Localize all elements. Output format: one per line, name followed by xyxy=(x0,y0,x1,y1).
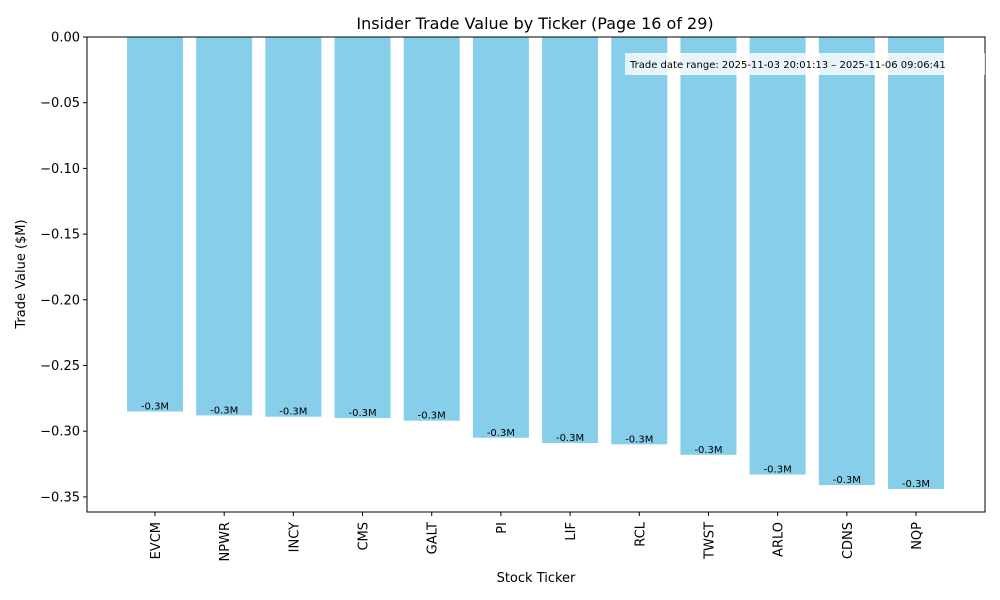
bar-evcm xyxy=(127,37,183,412)
y-tick-label: −0.30 xyxy=(40,425,80,440)
x-tick-label: ARLO xyxy=(772,522,787,557)
x-tick-label: CDNS xyxy=(841,522,856,559)
annotation-box xyxy=(625,53,985,75)
y-tick-label: −0.10 xyxy=(40,162,80,177)
x-tick-label: GALT xyxy=(426,522,441,554)
x-tick-label: PI xyxy=(495,522,510,534)
bar-nqp xyxy=(888,37,944,490)
bar-galt xyxy=(403,37,460,421)
bar-rcl xyxy=(611,37,668,445)
x-tick-label: NQP xyxy=(910,522,925,550)
bar-value-label: -0.3M xyxy=(625,434,653,445)
bar-value-label: -0.3M xyxy=(279,407,307,418)
bar-pi xyxy=(472,37,529,438)
x-tick-label: INCY xyxy=(287,522,302,552)
bar-incy xyxy=(265,37,322,417)
y-axis-label: Trade Value ($M) xyxy=(14,219,29,329)
plot-area: -0.3M -0.3M -0.3M -0.3M -0.3M -0.3M -0.3M -0.3M… xyxy=(127,37,944,490)
x-tick-label: CMS xyxy=(357,522,372,551)
bar-value-label: -0.3M xyxy=(764,465,792,476)
bar-value-label: -0.3M xyxy=(348,408,376,419)
bar-cdns xyxy=(818,37,875,486)
x-axis-label: Stock Ticker xyxy=(497,571,576,586)
bar-lif xyxy=(542,37,599,444)
chart-title: Insider Trade Value by Ticker (Page 16 o… xyxy=(356,14,713,33)
bar-value-label: -0.3M xyxy=(902,479,930,490)
x-tick-label: EVCM xyxy=(149,522,164,559)
y-tick-label: 0.00 xyxy=(51,31,80,46)
x-tick-label: LIF xyxy=(564,522,579,541)
bar-value-label: -0.3M xyxy=(487,428,515,439)
bar-value-label: -0.3M xyxy=(418,411,446,422)
y-tick-label: −0.15 xyxy=(40,228,80,243)
x-tick-label: TWST xyxy=(702,522,717,560)
bar-value-label: -0.3M xyxy=(694,445,722,456)
y-tick-label: −0.20 xyxy=(40,293,80,308)
bar-value-label: -0.3M xyxy=(556,433,584,444)
x-tick-label: NPWR xyxy=(218,522,233,561)
bar-cms xyxy=(334,37,391,419)
date-range-annotation: Trade date range: 2025-11-03 20:01:13 – … xyxy=(625,53,985,75)
x-tick-label: RCL xyxy=(633,521,648,546)
bar-value-label: -0.3M xyxy=(833,475,861,486)
bar-value-label: -0.3M xyxy=(210,405,238,416)
bar-value-label: -0.3M xyxy=(141,401,169,412)
y-tick-label: −0.25 xyxy=(40,359,80,374)
bar-twst xyxy=(680,37,737,455)
bar-arlo xyxy=(749,37,806,475)
y-tick-label: −0.35 xyxy=(40,490,80,505)
bar-npwr xyxy=(196,37,253,416)
y-tick-label: −0.05 xyxy=(40,96,80,111)
plot-frame xyxy=(86,36,986,513)
annotation-text: Trade date range: 2025-11-03 20:01:13 – … xyxy=(629,60,946,71)
